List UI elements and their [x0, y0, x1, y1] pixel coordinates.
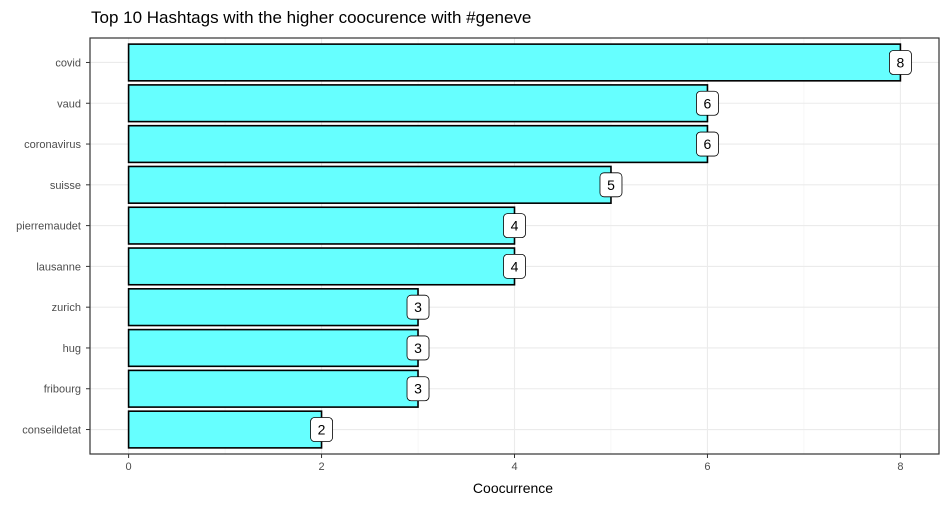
bar-covid	[127, 43, 902, 82]
y-tick-label: lausanne	[36, 261, 81, 273]
x-tick-label: 0	[126, 461, 132, 473]
data-label-coronavirus: 6	[696, 131, 719, 157]
data-label-conseildetat: 2	[310, 417, 333, 442]
y-tick-label: fribourg	[44, 384, 81, 396]
data-label-lausanne: 4	[503, 253, 526, 279]
data-labels: 8 6 6 5 4 4 3 3 3 2	[310, 50, 912, 442]
bar-hug	[127, 328, 419, 368]
data-label-box	[889, 50, 912, 75]
data-label-box	[406, 376, 430, 402]
data-label-box	[696, 131, 719, 157]
x-tick-label: 2	[318, 461, 324, 473]
y-tick-label: coronavirus	[24, 139, 81, 151]
data-label-covid: 8	[889, 50, 912, 75]
y-tick-label: zurich	[52, 302, 81, 314]
data-label-box	[406, 335, 430, 361]
data-label-zurich: 3	[406, 294, 430, 320]
data-label-value: 8	[897, 54, 905, 70]
chart-title: Top 10 Hashtags with the higher coocuren…	[91, 8, 532, 27]
y-tick-label: suisse	[50, 180, 81, 192]
bar-coronavirus	[127, 124, 709, 164]
data-label-box	[503, 253, 526, 279]
data-label-box	[503, 213, 526, 239]
y-tick-label: pierremaudet	[16, 221, 81, 233]
data-label-box	[696, 90, 719, 116]
data-label-box	[310, 417, 333, 442]
data-label-value: 4	[511, 218, 519, 234]
x-tick-label: 4	[511, 461, 517, 473]
bar-suisse	[127, 165, 612, 204]
x-axis: 0 2 4 6 8	[126, 454, 903, 473]
data-label-fribourg: 3	[406, 376, 430, 402]
bar-fribourg	[127, 369, 419, 408]
data-label-value: 4	[511, 258, 519, 274]
data-label-value: 3	[414, 381, 422, 397]
bar-zurich	[127, 288, 419, 327]
data-label-box	[406, 294, 430, 320]
data-label-value: 5	[607, 177, 615, 193]
data-label-vaud: 6	[696, 90, 719, 116]
y-tick-label: hug	[63, 343, 81, 355]
data-label-hug: 3	[406, 335, 430, 361]
y-tick-label: covid	[55, 57, 81, 69]
data-label-value: 3	[414, 299, 422, 315]
bar-conseildetat	[127, 410, 323, 449]
y-axis: covid vaud coronavirus suisse pierremaudet la…	[16, 57, 90, 437]
data-label-value: 6	[704, 136, 712, 152]
bar-lausanne	[127, 247, 516, 286]
data-label-box	[599, 172, 623, 198]
data-label-value: 2	[318, 422, 326, 438]
x-tick-label: 6	[704, 461, 710, 473]
bar-pierremaudet	[127, 206, 516, 245]
bars	[127, 43, 902, 449]
bar-vaud	[127, 84, 709, 123]
x-axis-title: Coocurrence	[473, 480, 553, 496]
y-tick-label: vaud	[57, 98, 81, 110]
data-label-value: 3	[414, 340, 422, 356]
data-label-value: 6	[704, 95, 712, 111]
data-label-pierremaudet: 4	[503, 213, 526, 239]
data-label-suisse: 5	[599, 172, 623, 198]
y-tick-label: conseildetat	[22, 425, 81, 437]
x-tick-label: 8	[897, 461, 903, 473]
